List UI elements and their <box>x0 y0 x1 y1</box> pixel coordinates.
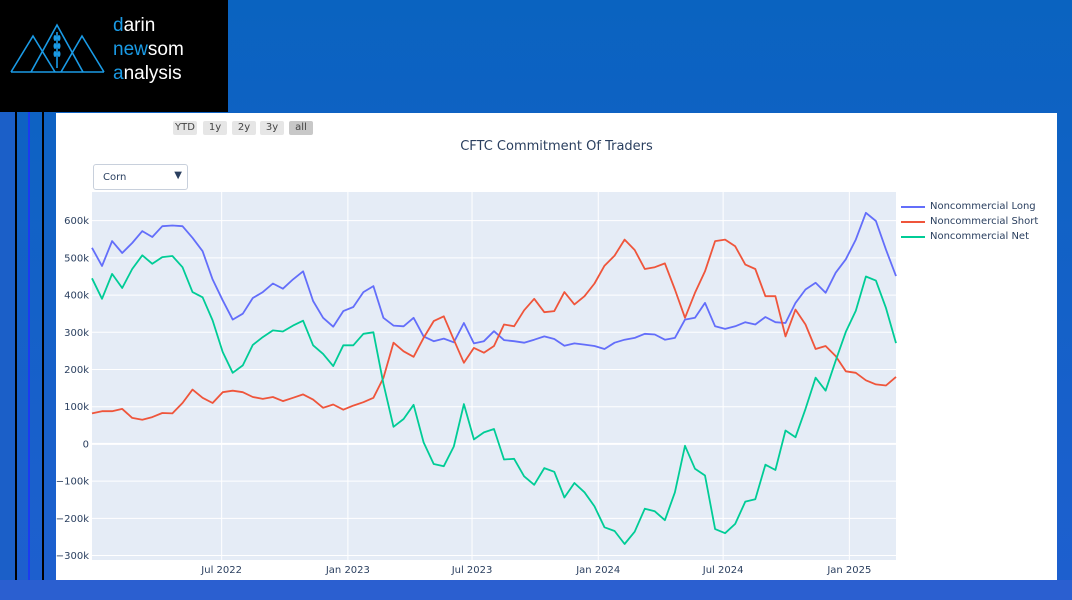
range-1y-button[interactable]: 1y <box>203 121 227 135</box>
range-ytd-button[interactable]: YTD <box>173 121 197 135</box>
y-tick-label: 300k <box>64 328 89 339</box>
decorative-stripe <box>15 112 17 600</box>
plot-area <box>92 192 896 560</box>
legend: Noncommercial Long Noncommercial Short N… <box>901 199 1038 244</box>
y-tick-label: 600k <box>64 216 89 227</box>
legend-label: Noncommercial Net <box>930 231 1029 242</box>
legend-item-short[interactable]: Noncommercial Short <box>901 214 1038 229</box>
range-2y-button[interactable]: 2y <box>232 121 256 135</box>
chart-title: CFTC Commitment Of Traders <box>460 139 653 154</box>
y-tick-label: −100k <box>56 477 89 488</box>
legend-label: Noncommercial Short <box>930 216 1039 227</box>
x-tick-label: Jan 2024 <box>575 565 620 576</box>
legend-swatch <box>901 205 925 208</box>
legend-item-net[interactable]: Noncommercial Net <box>901 229 1038 244</box>
logo: darin newsom analysis <box>0 0 228 112</box>
y-tick-label: 400k <box>64 291 89 302</box>
commodity-dropdown[interactable]: Corn ▼ <box>93 164 188 190</box>
series-line-noncommercial-net <box>91 254 897 545</box>
series-line-noncommercial-short <box>91 238 897 421</box>
range-3y-button[interactable]: 3y <box>260 121 284 135</box>
bottom-band <box>0 580 1072 600</box>
x-tick-label: Jul 2024 <box>702 565 744 576</box>
x-tick-label: Jul 2023 <box>451 565 493 576</box>
decorative-stripe <box>0 112 15 600</box>
x-tick-label: Jan 2023 <box>325 565 370 576</box>
x-tick-label: Jan 2025 <box>826 565 871 576</box>
y-tick-label: 100k <box>64 402 89 413</box>
x-tick-label: Jul 2022 <box>200 565 242 576</box>
mountain-wheat-logo-icon <box>10 23 105 73</box>
range-all-button[interactable]: all <box>289 121 313 135</box>
logo-text: darin newsom analysis <box>113 15 184 84</box>
legend-item-long[interactable]: Noncommercial Long <box>901 199 1038 214</box>
y-tick-label: 200k <box>64 365 89 376</box>
triangle-down-icon: ▼ <box>174 170 182 181</box>
legend-swatch <box>901 235 925 238</box>
decorative-stripe <box>28 112 30 600</box>
legend-label: Noncommercial Long <box>930 201 1036 212</box>
decorative-stripe <box>42 112 44 600</box>
legend-swatch <box>901 220 925 223</box>
chart-panel: YTD 1y 2y 3y all CFTC Commitment Of Trad… <box>56 113 1057 580</box>
y-tick-label: −300k <box>56 551 89 562</box>
y-tick-label: −200k <box>56 514 89 525</box>
series-line-noncommercial-long <box>91 211 897 350</box>
dropdown-selected: Corn <box>103 172 127 183</box>
line-chart: 600k 500k 400k 300k 200k 100k 0 −100k −200k −300k… <box>56 192 897 576</box>
y-tick-label: 500k <box>64 253 89 264</box>
y-tick-label: 0 <box>83 439 89 450</box>
